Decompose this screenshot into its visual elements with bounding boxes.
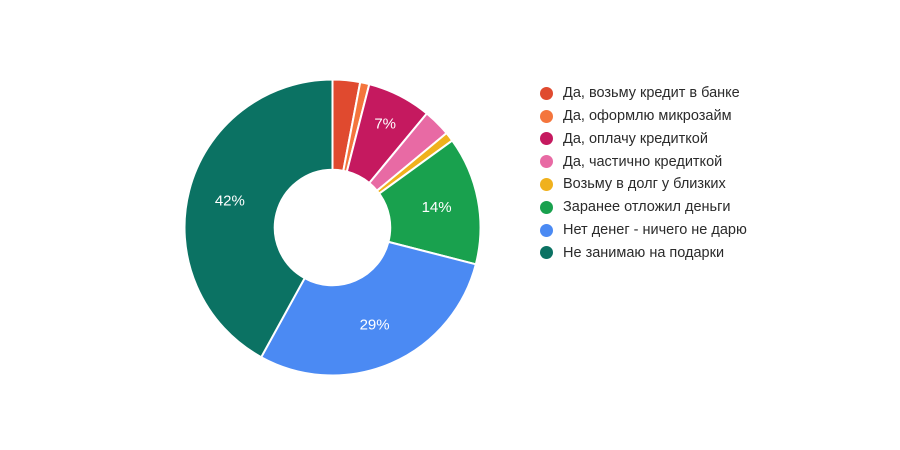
legend-label: Да, частично кредиткой: [563, 153, 723, 170]
legend-label: Заранее отложил деньги: [563, 199, 731, 216]
legend-label: Да, оформлю микрозайм: [563, 107, 732, 124]
slice-label-2: 7%: [374, 116, 396, 133]
pie-slice-6[interactable]: [260, 240, 477, 377]
legend-label: Да, оплачу кредиткой: [563, 130, 708, 147]
legend-swatch-icon: [540, 132, 553, 146]
legend-swatch-icon: [540, 109, 553, 123]
legend-label: Нет денег - ничего не дарю: [563, 221, 747, 238]
legend-item-1[interactable]: Да, оформлю микрозайм: [540, 105, 747, 128]
legend-item-3[interactable]: Да, частично кредиткой: [540, 150, 747, 173]
legend-item-4[interactable]: Возьму в долг у близких: [540, 173, 747, 196]
legend-swatch-icon: [540, 178, 553, 192]
pie-slice-7[interactable]: [183, 78, 334, 359]
legend-item-0[interactable]: Да, возьму кредит в банке: [540, 82, 747, 105]
legend-swatch-icon: [540, 246, 553, 260]
slice-label-6: 29%: [360, 316, 390, 333]
legend-item-5[interactable]: Заранее отложил деньги: [540, 196, 747, 219]
legend-label: Возьму в долг у близких: [563, 176, 726, 193]
legend-item-7[interactable]: Не занимаю на подарки: [540, 242, 747, 265]
slice-label-7: 42%: [215, 193, 245, 210]
legend-swatch-icon: [540, 223, 553, 237]
legend-item-6[interactable]: Нет денег - ничего не дарю: [540, 219, 747, 242]
legend-swatch-icon: [540, 155, 553, 169]
slice-label-5: 14%: [422, 199, 452, 216]
legend: Да, возьму кредит в банке Да, оформлю мик…: [540, 82, 747, 264]
legend-item-2[interactable]: Да, оплачу кредиткой: [540, 128, 747, 151]
legend-label: Не занимаю на подарки: [563, 244, 725, 261]
legend-swatch-icon: [540, 200, 553, 214]
legend-label: Да, возьму кредит в банке: [563, 85, 740, 102]
legend-swatch-icon: [540, 86, 553, 100]
